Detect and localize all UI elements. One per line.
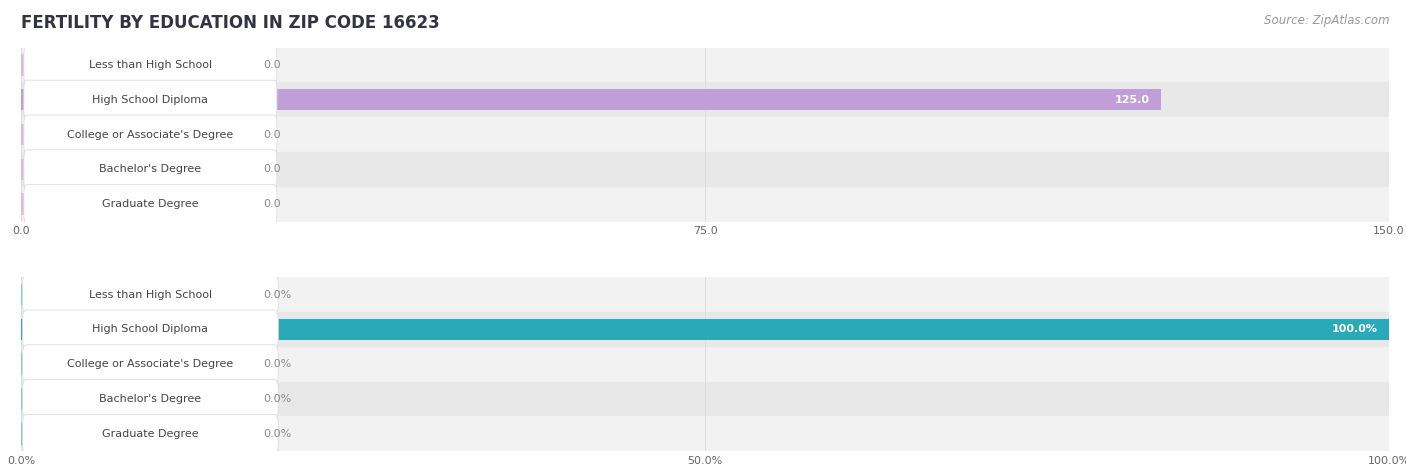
FancyBboxPatch shape — [22, 310, 278, 349]
Bar — [21, 312, 1389, 347]
Bar — [21, 124, 247, 145]
Bar — [21, 417, 1389, 451]
FancyBboxPatch shape — [22, 380, 278, 418]
FancyBboxPatch shape — [22, 414, 278, 453]
Text: 0.0%: 0.0% — [263, 429, 291, 439]
Bar — [21, 193, 247, 215]
Text: Bachelor's Degree: Bachelor's Degree — [100, 394, 201, 404]
Text: 0.0: 0.0 — [263, 199, 281, 209]
Text: Source: ZipAtlas.com: Source: ZipAtlas.com — [1264, 14, 1389, 27]
FancyBboxPatch shape — [22, 275, 278, 314]
Bar — [21, 277, 1389, 312]
Text: 0.0%: 0.0% — [263, 394, 291, 404]
Bar — [21, 353, 247, 375]
FancyBboxPatch shape — [24, 185, 277, 224]
Bar — [21, 187, 1389, 221]
Text: College or Associate's Degree: College or Associate's Degree — [67, 359, 233, 369]
Text: Graduate Degree: Graduate Degree — [103, 429, 198, 439]
Text: 125.0: 125.0 — [1115, 95, 1150, 104]
Text: 0.0: 0.0 — [263, 130, 281, 140]
Text: 0.0: 0.0 — [263, 164, 281, 174]
Bar — [21, 117, 1389, 152]
Text: College or Associate's Degree: College or Associate's Degree — [67, 130, 233, 140]
Bar — [21, 423, 247, 445]
FancyBboxPatch shape — [24, 80, 277, 119]
Bar — [21, 89, 1161, 111]
Bar — [21, 82, 1389, 117]
Bar — [21, 347, 1389, 381]
Bar — [21, 381, 1389, 417]
Bar — [21, 159, 247, 180]
Bar — [21, 319, 1389, 340]
FancyBboxPatch shape — [24, 46, 277, 85]
Text: High School Diploma: High School Diploma — [93, 95, 208, 104]
Text: Less than High School: Less than High School — [89, 60, 212, 70]
FancyBboxPatch shape — [22, 345, 278, 384]
Bar — [21, 89, 1161, 111]
Text: Graduate Degree: Graduate Degree — [103, 199, 198, 209]
Text: 100.0%: 100.0% — [1331, 324, 1378, 334]
Bar — [21, 152, 1389, 187]
Text: 0.0%: 0.0% — [263, 290, 291, 300]
Bar — [21, 48, 1389, 82]
Text: 0.0: 0.0 — [263, 60, 281, 70]
Text: 0.0%: 0.0% — [263, 359, 291, 369]
Bar — [21, 319, 1389, 340]
Text: Bachelor's Degree: Bachelor's Degree — [100, 164, 201, 174]
FancyBboxPatch shape — [24, 150, 277, 189]
Bar — [21, 388, 247, 410]
Text: Less than High School: Less than High School — [89, 290, 212, 300]
FancyBboxPatch shape — [24, 115, 277, 154]
Text: FERTILITY BY EDUCATION IN ZIP CODE 16623: FERTILITY BY EDUCATION IN ZIP CODE 16623 — [21, 14, 440, 32]
Bar — [21, 284, 247, 305]
Bar — [21, 54, 247, 76]
Text: High School Diploma: High School Diploma — [93, 324, 208, 334]
